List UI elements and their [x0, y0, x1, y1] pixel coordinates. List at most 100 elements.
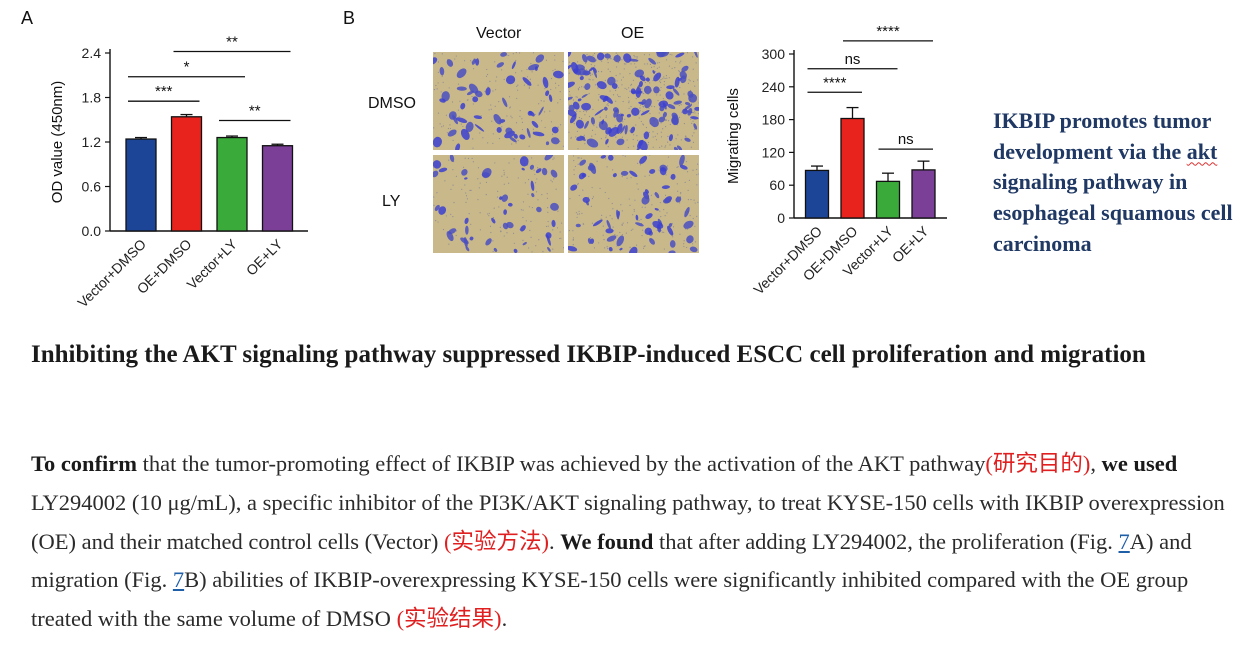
pore-dot: [662, 78, 664, 80]
pore-dot: [688, 79, 690, 81]
prolif-bar-3: [261, 145, 294, 232]
pore-dot: [559, 98, 561, 101]
pore-dot: [636, 139, 639, 142]
pore-dot: [669, 53, 671, 56]
pore-dot: [634, 63, 636, 65]
pore-dot: [607, 248, 609, 250]
pore-dot: [554, 59, 556, 61]
stained-cell: [662, 112, 667, 118]
stained-cell: [623, 53, 632, 63]
pore-dot: [593, 52, 596, 55]
stained-cell: [675, 196, 682, 203]
pore-dot: [509, 107, 511, 109]
pore-dot: [690, 146, 692, 148]
stained-cell: [654, 192, 660, 199]
pore-dot: [678, 116, 681, 118]
pore-dot: [695, 62, 697, 64]
pore-dot: [568, 72, 570, 74]
prolif-x-tick-label-3: OE+LY: [243, 235, 286, 278]
stained-cell: [603, 106, 608, 111]
pore-dot: [521, 121, 524, 123]
pore-dot: [534, 113, 536, 116]
stained-cell: [608, 246, 613, 252]
pore-dot: [492, 250, 494, 253]
pore-dot: [513, 158, 515, 160]
stained-cell: [629, 170, 638, 177]
pore-dot: [516, 85, 518, 87]
stained-cell: [496, 62, 505, 68]
pore-dot: [678, 202, 681, 204]
stained-cell: [481, 168, 492, 179]
pore-dot: [538, 239, 540, 241]
pore-dot: [679, 86, 681, 89]
pore-dot: [624, 118, 626, 121]
pore-dot: [450, 213, 452, 215]
stained-cell: [693, 52, 698, 58]
stained-cell: [460, 102, 466, 110]
stained-cell: [465, 246, 470, 252]
pore-dot: [515, 142, 517, 144]
stained-cell: [605, 127, 612, 135]
stained-cell: [684, 137, 691, 142]
pore-dot: [479, 132, 481, 134]
pore-dot: [535, 245, 537, 247]
stained-cell: [579, 75, 584, 81]
pore-dot: [455, 234, 457, 237]
migr-y-tick-label: 300: [762, 46, 786, 62]
figure-ref-7a[interactable]: 7: [1118, 528, 1130, 554]
pore-dot: [660, 122, 662, 124]
pore-dot: [686, 52, 688, 54]
pore-dot: [546, 193, 548, 195]
pore-dot: [589, 79, 591, 81]
pore-dot: [666, 77, 668, 79]
stained-cell: [485, 87, 491, 96]
pore-dot: [465, 201, 467, 203]
stained-cell: [684, 207, 690, 218]
pore-dot: [578, 117, 580, 119]
stained-cell: [587, 238, 592, 245]
pore-dot: [577, 182, 579, 185]
pore-dot: [683, 245, 685, 248]
pore-dot: [526, 68, 528, 71]
pore-dot: [672, 236, 674, 238]
pore-dot: [500, 231, 502, 233]
prolif-significance-label-0: ***: [155, 83, 173, 100]
pore-dot: [445, 114, 447, 116]
stained-cell: [472, 96, 479, 103]
summary-callout: IKBIP promotes tumor development via the…: [993, 106, 1233, 260]
pore-dot: [630, 177, 632, 179]
pore-dot: [633, 134, 635, 136]
stained-cell: [439, 66, 445, 76]
pore-dot: [568, 61, 570, 63]
pore-dot: [625, 232, 627, 234]
pore-dot: [538, 103, 540, 105]
stained-cell: [521, 167, 525, 171]
pore-dot: [555, 188, 557, 190]
pore-dot: [503, 183, 505, 185]
pore-dot: [683, 243, 685, 245]
pore-dot: [696, 174, 698, 176]
pore-dot: [576, 110, 578, 112]
pore-dot: [494, 162, 496, 164]
phrase-to-confirm: To confirm: [31, 451, 138, 476]
stained-cell: [538, 106, 544, 116]
stained-cell: [630, 88, 636, 95]
pore-dot: [442, 228, 445, 231]
pore-dot: [584, 62, 587, 64]
pore-dot: [675, 138, 677, 140]
pore-dot: [667, 156, 670, 158]
pore-dot: [555, 87, 557, 89]
pore-dot: [641, 88, 643, 90]
stained-cell: [601, 119, 605, 125]
pore-dot: [437, 82, 439, 84]
pore-dot: [694, 85, 696, 87]
stained-cell: [503, 209, 507, 215]
figure-ref-7b[interactable]: 7: [172, 567, 185, 593]
stained-cell: [643, 85, 652, 94]
stained-cell: [616, 138, 625, 146]
pore-dot: [639, 110, 641, 112]
pore-dot: [607, 105, 609, 107]
pore-dot: [515, 122, 518, 124]
pore-dot: [437, 221, 439, 223]
pore-dot: [498, 137, 501, 140]
